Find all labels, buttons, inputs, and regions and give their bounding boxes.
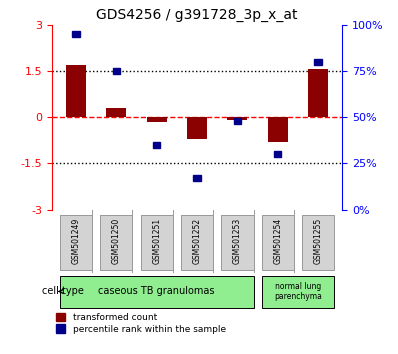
Text: GSM501251: GSM501251 [152, 218, 161, 264]
Bar [314, 59, 322, 64]
Bar [187, 117, 207, 139]
Bar [193, 176, 201, 181]
Text: GSM501250: GSM501250 [112, 218, 121, 264]
Text: GSM501255: GSM501255 [314, 218, 322, 264]
FancyBboxPatch shape [261, 215, 294, 270]
Text: cell type: cell type [42, 286, 84, 296]
Bar [113, 68, 120, 74]
Bar [153, 142, 160, 148]
Bar [234, 118, 241, 124]
Text: GSM501249: GSM501249 [72, 218, 80, 264]
Bar [72, 31, 80, 37]
FancyBboxPatch shape [60, 275, 254, 308]
Bar [66, 65, 86, 117]
FancyBboxPatch shape [100, 215, 133, 270]
Bar [308, 69, 328, 117]
FancyBboxPatch shape [140, 215, 173, 270]
Text: normal lung
parenchyma: normal lung parenchyma [274, 282, 322, 301]
Bar [267, 117, 288, 142]
Text: GSM501254: GSM501254 [273, 218, 282, 264]
Bar [227, 117, 248, 120]
Bar [274, 152, 281, 157]
Bar [146, 117, 167, 122]
Text: GSM501252: GSM501252 [193, 218, 201, 264]
Text: caseous TB granulomas: caseous TB granulomas [98, 286, 215, 296]
Bar [106, 108, 127, 117]
Legend: transformed count, percentile rank within the sample: transformed count, percentile rank withi… [56, 313, 226, 333]
FancyBboxPatch shape [221, 215, 254, 270]
FancyBboxPatch shape [302, 215, 334, 270]
FancyBboxPatch shape [181, 215, 213, 270]
FancyBboxPatch shape [261, 275, 334, 308]
Title: GDS4256 / g391728_3p_x_at: GDS4256 / g391728_3p_x_at [96, 8, 298, 22]
FancyBboxPatch shape [60, 215, 92, 270]
Text: GSM501253: GSM501253 [233, 218, 242, 264]
